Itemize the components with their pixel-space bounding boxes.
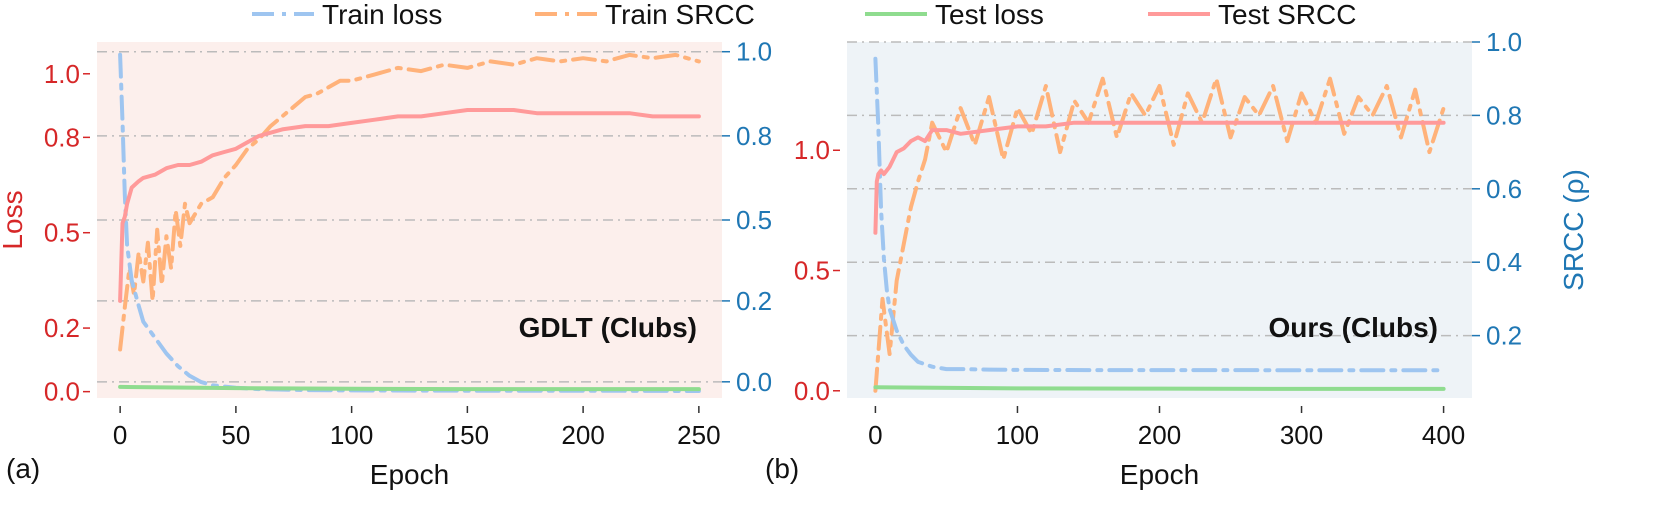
y-right-axis-title: SRCC (ρ): [1558, 169, 1589, 291]
y-right-tick-label: 1.0: [1486, 27, 1522, 57]
y-left-tick-label: 1.0: [44, 59, 80, 89]
y-left-tick-label: 0.0: [794, 376, 830, 406]
legend-entry: Test SRCC: [1148, 0, 1356, 30]
x-tick-label: 0: [113, 420, 127, 450]
y-right-tick-label: 0.5: [736, 205, 772, 235]
plot-background: [847, 42, 1472, 398]
legend-entry: Test loss: [865, 0, 1044, 30]
series-line-test-loss: [118, 384, 701, 392]
x-tick-label: 250: [677, 420, 720, 450]
series-line-test-srcc: [118, 108, 701, 303]
x-tick-label: 200: [561, 420, 604, 450]
x-tick-label: 400: [1422, 420, 1465, 450]
y-right-tick-label: 0.0: [736, 367, 772, 397]
x-tick-label: 100: [996, 420, 1039, 450]
y-left-tick-label: 0.2: [44, 313, 80, 343]
y-right-tick-label: 0.8: [736, 121, 772, 151]
x-tick-label: 100: [330, 420, 373, 450]
y-left-tick-label: 0.0: [44, 377, 80, 407]
panel-a: 0 50 100 150 200 250 0.0 0.2 0.5 0.8 1.0 0.0 0.2 0.5 0…: [0, 37, 772, 490]
y-right-tick-label: 0.8: [1486, 100, 1522, 130]
y-right-tick-label: 0.2: [736, 286, 772, 316]
series-line-train-srcc: [873, 76, 1446, 393]
panel-label: (a): [6, 453, 40, 484]
legend: Train loss Train SRCC Test loss Test SRCC: [252, 0, 1356, 30]
y-left-tick-label: 0.8: [44, 122, 80, 152]
x-axis-title: Epoch: [1120, 459, 1199, 490]
x-tick-label: 300: [1280, 420, 1323, 450]
series-line-test-loss: [873, 385, 1446, 391]
series-line-train-srcc: [118, 52, 701, 352]
y-right-tick-label: 0.2: [1486, 321, 1522, 351]
x-axis-title: Epoch: [370, 459, 449, 490]
y-right-tick-label: 1.0: [736, 37, 772, 67]
legend-entry: Train SRCC: [535, 0, 755, 30]
panel-b: 0 100 200 300 400 0.0 0.5 1.0 0.2 0.4 0.6 0.8 1.0 Epo…: [765, 27, 1589, 490]
legend-label: Test loss: [935, 0, 1044, 30]
legend-entry: Train loss: [252, 0, 442, 30]
x-tick-label: 200: [1138, 420, 1181, 450]
series-line-test-srcc: [873, 120, 1446, 235]
panel-label: (b): [765, 453, 799, 484]
x-tick-label: 50: [221, 420, 250, 450]
panel-annotation: GDLT (Clubs): [519, 312, 697, 343]
y-right-tick-label: 0.4: [1486, 247, 1522, 277]
legend-label: Train loss: [322, 0, 442, 30]
y-left-axis-title: Loss: [0, 190, 28, 249]
legend-label: Test SRCC: [1218, 0, 1356, 30]
y-right-tick-label: 0.6: [1486, 174, 1522, 204]
y-left-tick-label: 1.0: [794, 135, 830, 165]
y-left-tick-label: 0.5: [794, 256, 830, 286]
x-tick-label: 0: [868, 420, 882, 450]
panel-annotation: Ours (Clubs): [1268, 312, 1438, 343]
legend-label: Train SRCC: [605, 0, 755, 30]
y-left-tick-label: 0.5: [44, 218, 80, 248]
series-line-train-loss: [873, 56, 1446, 373]
x-tick-label: 150: [446, 420, 489, 450]
